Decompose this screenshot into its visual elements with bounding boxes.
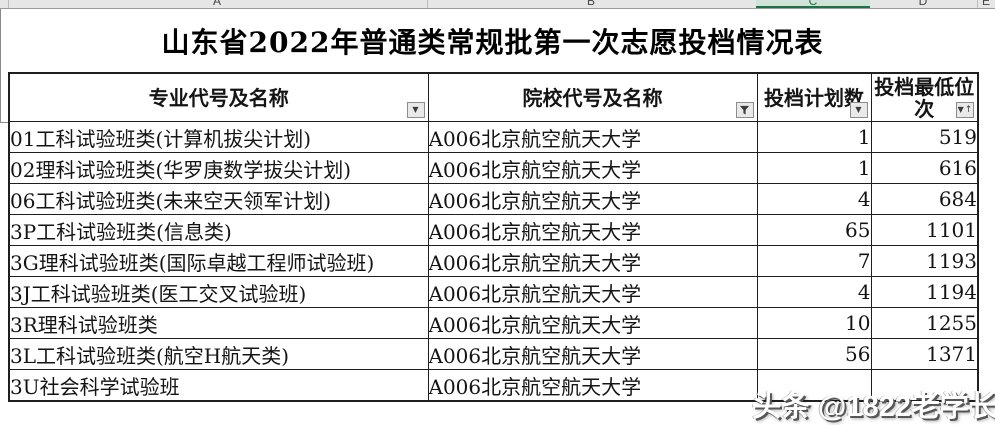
filter-funnel-button[interactable] — [735, 102, 754, 118]
cell-min-rank[interactable]: 519 — [870, 121, 979, 153]
cell-college-name[interactable]: A006北京航空航天大学 — [427, 245, 758, 277]
cell-college-name[interactable]: A006北京航空航天大学 — [427, 214, 758, 246]
cell-plan-count[interactable]: 1 — [756, 121, 872, 153]
cell-min-rank[interactable]: 1371 — [870, 338, 979, 370]
cell-plan-count[interactable]: 65 — [756, 214, 872, 246]
cell-major-name[interactable]: 3J工科试验班类(医工交叉试验班) — [8, 276, 429, 308]
cell-plan-count[interactable]: 10 — [756, 307, 872, 339]
cell-major-name[interactable]: 3R理科试验班类 — [8, 307, 429, 339]
column-letter-D[interactable]: D — [918, 0, 928, 8]
sort-ascending-icon: ↑ — [964, 104, 973, 115]
row-gridline-tick — [0, 122, 8, 123]
cell-min-rank[interactable]: 616 — [870, 152, 979, 184]
cell-college-name[interactable]: A006北京航空航天大学 — [427, 307, 758, 339]
cell-major-name[interactable]: 01工科试验班类(计算机拔尖计划) — [8, 121, 429, 153]
column-divider — [8, 0, 9, 8]
cell-major-name[interactable]: 3G理科试验班类(国际卓越工程师试验班) — [8, 245, 429, 277]
table-row: 02理科试验班类(华罗庚数学拔尖计划) A006北京航空航天大学 1 616 — [8, 152, 979, 184]
cell-min-rank[interactable]: 1193 — [870, 245, 979, 277]
header-major-label: 专业代号及名称 — [148, 85, 289, 110]
table-row: 01工科试验班类(计算机拔尖计划) A006北京航空航天大学 1 519 — [8, 121, 979, 153]
cell-college-name[interactable]: A006北京航空航天大学 — [427, 338, 758, 370]
table-row: 06工科试验班类(未来空天领军计划) A006北京航空航天大学 4 684 — [8, 183, 979, 215]
cell-plan-count[interactable]: 4 — [756, 276, 872, 308]
table-row: 3L工科试验班类(航空H航天类) A006北京航空航天大学 56 1371 — [8, 338, 979, 370]
table-row: 3G理科试验班类(国际卓越工程师试验班) A006北京航空航天大学 7 1193 — [8, 245, 979, 277]
table-row: 3P工科试验班类(信息类) A006北京航空航天大学 65 1101 — [8, 214, 979, 246]
chevron-down-icon: ▼ — [412, 105, 419, 114]
header-plan-label: 投档计划数 — [764, 85, 864, 110]
cell-min-rank[interactable] — [870, 369, 979, 402]
table-row: 3U社会科学试验班 A006北京航空航天大学 — [8, 369, 979, 402]
filter-sort-asc-button[interactable]: ▼ ↑ — [956, 102, 974, 118]
cell-college-name[interactable]: A006北京航空航天大学 — [427, 183, 758, 215]
filter-dropdown-button[interactable]: ▼ — [406, 102, 425, 118]
cell-college-name[interactable]: A006北京航空航天大学 — [427, 276, 758, 308]
selected-column-header[interactable]: C — [756, 0, 870, 8]
table-row: 3R理科试验班类 A006北京航空航天大学 10 1255 — [8, 307, 979, 339]
cell-major-name[interactable]: 3U社会科学试验班 — [8, 369, 429, 402]
header-college[interactable]: 院校代号及名称 — [427, 72, 758, 122]
column-letter-A[interactable]: A — [212, 0, 222, 8]
cell-major-name[interactable]: 3P工科试验班类(信息类) — [8, 214, 429, 246]
chevron-down-icon: ▼ — [855, 105, 862, 114]
table-row: 3J工科试验班类(医工交叉试验班) A006北京航空航天大学 4 1194 — [8, 276, 979, 308]
cell-plan-count[interactable]: 56 — [756, 338, 872, 370]
column-letter-B[interactable]: B — [586, 0, 596, 8]
header-min-rank-label: 投档最低位次 — [874, 74, 975, 121]
column-letter-C[interactable]: C — [808, 0, 818, 8]
header-row: 专业代号及名称 ▼ 院校代号及名称 投档计划数 ▼ — [8, 72, 979, 122]
cell-major-name[interactable]: 3L工科试验班类(航空H航天类) — [8, 338, 429, 370]
chevron-down-icon: ▼ — [957, 105, 964, 114]
cell-major-name[interactable]: 06工科试验班类(未来空天领军计划) — [8, 183, 429, 215]
sheet-edge-line — [0, 9, 1, 123]
cell-major-name[interactable]: 02理科试验班类(华罗庚数学拔尖计划) — [8, 152, 429, 184]
cell-min-rank[interactable]: 1194 — [870, 276, 979, 308]
cell-plan-count[interactable]: 7 — [756, 245, 872, 277]
cell-plan-count[interactable]: 4 — [756, 183, 872, 215]
page-title: 山东省2022年普通类常规批第一次志愿投档情况表 — [161, 26, 824, 59]
column-divider — [977, 0, 978, 8]
header-college-label: 院校代号及名称 — [522, 85, 663, 110]
cell-min-rank[interactable]: 1101 — [870, 214, 979, 246]
funnel-icon — [739, 105, 750, 115]
watermark: 头条 @1822老学长 — [752, 391, 995, 423]
cell-college-name[interactable]: A006北京航空航天大学 — [427, 369, 758, 402]
column-divider — [427, 0, 428, 8]
header-major[interactable]: 专业代号及名称 ▼ — [8, 72, 429, 122]
cell-min-rank[interactable]: 684 — [870, 183, 979, 215]
filter-dropdown-button[interactable]: ▼ — [849, 102, 868, 118]
filing-table: 专业代号及名称 ▼ 院校代号及名称 投档计划数 ▼ — [8, 72, 979, 402]
header-plan[interactable]: 投档计划数 ▼ — [756, 72, 872, 122]
column-letter-E[interactable]: E — [981, 0, 991, 8]
cell-college-name[interactable]: A006北京航空航天大学 — [427, 121, 758, 153]
cell-college-name[interactable]: A006北京航空航天大学 — [427, 152, 758, 184]
cell-min-rank[interactable]: 1255 — [870, 307, 979, 339]
table-body: 01工科试验班类(计算机拔尖计划) A006北京航空航天大学 1 519 02理科试验班… — [8, 121, 979, 402]
cell-plan-count[interactable]: 1 — [756, 152, 872, 184]
header-min-rank[interactable]: 投档最低位次 ▼ ↑ — [870, 72, 979, 122]
